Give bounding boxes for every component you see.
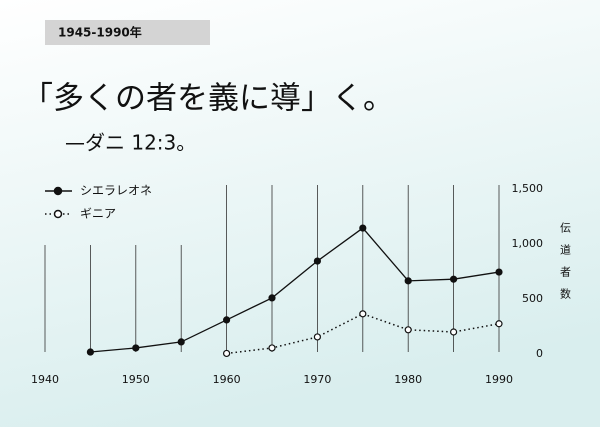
- data-point: [177, 338, 185, 346]
- data-point: [313, 333, 321, 341]
- y-tick-label: 0: [536, 347, 543, 360]
- data-point: [495, 320, 503, 328]
- x-tick-label: 1950: [122, 373, 150, 386]
- legend-marker: [53, 186, 63, 196]
- data-point: [268, 344, 276, 352]
- x-tick-label: 1970: [303, 373, 331, 386]
- data-point: [313, 257, 321, 265]
- y-tick-label: 1,500: [512, 182, 544, 195]
- data-point: [223, 316, 231, 324]
- data-point: [450, 275, 458, 283]
- legend-label: ギニア: [80, 207, 116, 221]
- data-point: [132, 344, 140, 352]
- badge-box: [45, 20, 210, 45]
- data-point: [268, 294, 276, 302]
- data-point: [359, 310, 367, 318]
- y-tick-label: 500: [522, 292, 543, 305]
- data-point: [450, 328, 458, 336]
- y-axis-label: 伝道者数: [559, 222, 572, 310]
- chart-title: 「多くの者を義に導」く。: [22, 81, 394, 117]
- data-point: [495, 268, 503, 276]
- data-point: [223, 349, 231, 358]
- data-point: [86, 348, 95, 356]
- data-point: [404, 326, 412, 334]
- data-point: [359, 224, 367, 232]
- data-point: [404, 277, 412, 285]
- x-tick-label: 1940: [31, 373, 59, 386]
- legend-label: シエラレオネ: [80, 184, 152, 198]
- legend-marker: [53, 209, 63, 219]
- x-tick-label: 1960: [213, 373, 241, 386]
- y-tick-label: 1,000: [512, 237, 544, 250]
- subtitle: —ダニ 12:3。: [65, 131, 196, 155]
- x-tick-label: 1980: [394, 373, 422, 386]
- x-tick-label: 1990: [485, 373, 513, 386]
- badge: 1945-1990年: [58, 25, 142, 40]
- series-line: [90, 227, 500, 353]
